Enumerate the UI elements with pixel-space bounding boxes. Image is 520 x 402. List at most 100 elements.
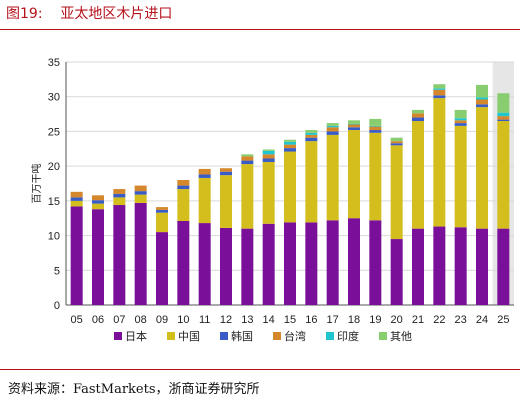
bar-segment (348, 127, 360, 131)
bar-segment (476, 107, 488, 229)
bar-segment (241, 156, 254, 161)
bar-segment (454, 123, 467, 126)
legend-swatch (220, 332, 228, 340)
x-tick-label: 09 (156, 314, 168, 326)
bar-segment (220, 175, 232, 228)
bar-segment (476, 104, 488, 108)
bar-segment (326, 123, 339, 126)
x-tick-label: 11 (199, 314, 210, 326)
bar-segment (220, 168, 232, 172)
bar-segment (305, 137, 318, 142)
bar-segment (369, 130, 382, 133)
bar-segment (326, 134, 339, 221)
bar-segment (305, 132, 318, 135)
bar-segment (454, 125, 467, 228)
bar-segment (92, 209, 104, 305)
bar-segment (134, 191, 147, 195)
bar-segment (454, 109, 467, 119)
bar-segment (113, 193, 126, 198)
bar-segment (412, 121, 424, 229)
bar-segment (70, 200, 83, 207)
bar-segment (326, 131, 339, 135)
bar-segment (497, 112, 510, 117)
bar-segment (412, 117, 424, 122)
bar-segment (198, 177, 211, 224)
bar-segment (390, 145, 403, 240)
bar-segment (433, 98, 446, 227)
bar-segment (70, 206, 83, 305)
x-tick-label: 23 (455, 314, 467, 326)
x-tick-label: 05 (71, 314, 83, 326)
bar-segment (476, 228, 488, 305)
source-rule (0, 369, 520, 370)
x-tick-label: 17 (327, 314, 339, 326)
bar-segment (348, 124, 360, 128)
y-axis-label: 百万干吨 (30, 164, 43, 204)
legend-swatch (326, 332, 334, 340)
bar-segment (92, 195, 104, 201)
x-tick-label: 16 (305, 314, 317, 326)
bar-segment (369, 132, 382, 221)
bar-segment (177, 220, 190, 305)
legend-label: 台湾 (284, 329, 306, 343)
bar-segment (198, 174, 211, 178)
bar-segment (305, 134, 318, 138)
bar-segment (454, 120, 467, 124)
x-tick-label: 08 (135, 314, 147, 326)
bar-segment (369, 126, 382, 131)
legend-swatch (114, 332, 122, 340)
x-tick-label: 20 (391, 314, 403, 326)
bar-segment (390, 143, 403, 146)
bar-segment (177, 185, 190, 190)
x-tick-label: 22 (433, 314, 445, 326)
bar-segment (70, 191, 83, 198)
y-tick-label: 5 (54, 265, 60, 277)
bar-segment (497, 121, 510, 229)
x-tick-label: 14 (263, 314, 275, 326)
title-rule (0, 29, 520, 30)
bar-segment (92, 200, 104, 204)
x-tick-label: 18 (348, 314, 360, 326)
bar-segment (326, 220, 339, 305)
x-tick-label: 24 (476, 314, 488, 326)
x-tick-label: 12 (220, 314, 232, 326)
bar-segment (156, 207, 168, 210)
bar-segment (156, 212, 168, 233)
bar-segment (241, 160, 254, 165)
bar-segment (70, 197, 83, 201)
bar-segment (284, 151, 296, 223)
bar-segment (262, 150, 275, 155)
bar-segment (156, 232, 168, 305)
bar-segment (497, 119, 510, 122)
bar-segment (348, 218, 360, 305)
figure-title: 图19: 亚太地区木片进口 (6, 6, 173, 22)
bar-segment (497, 93, 510, 113)
bar-segment (284, 141, 296, 145)
bar-segment (369, 118, 382, 126)
y-tick-label: 35 (48, 57, 60, 69)
bar-segment (284, 139, 296, 142)
bar-segment (476, 97, 488, 100)
bar-segment (497, 116, 510, 120)
legend-swatch (379, 332, 387, 340)
bar-segment (284, 148, 296, 152)
bar-segment (241, 228, 254, 305)
bar-segment (134, 185, 147, 192)
bar-segment (369, 220, 382, 305)
bar-segment (262, 154, 275, 159)
bar-segment (305, 141, 318, 223)
bar-segment (390, 137, 403, 142)
legend-swatch (273, 332, 281, 340)
bar-segment (433, 89, 446, 96)
x-tick-label: 07 (113, 314, 125, 326)
bar-segment (241, 164, 254, 229)
bar-segment (262, 158, 275, 162)
bar-segment (305, 130, 318, 133)
bar-segment (476, 84, 488, 98)
bar-segment (113, 205, 126, 305)
legend-swatch (167, 332, 175, 340)
x-tick-label: 10 (177, 314, 189, 326)
bar-segment (497, 228, 510, 305)
legend-label: 其他 (390, 330, 412, 343)
bar-segment (412, 228, 424, 305)
